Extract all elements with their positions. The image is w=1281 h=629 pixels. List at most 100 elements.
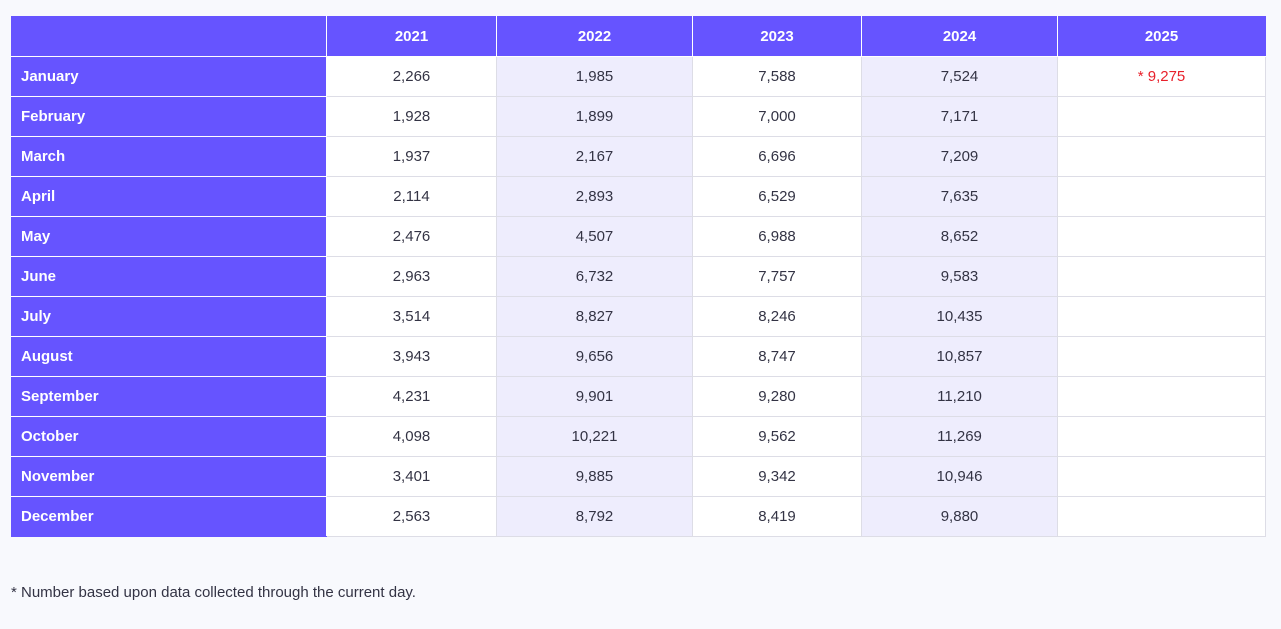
monthly-data-table: 2021 2022 2023 2024 2025 January 2,266 1,9…: [11, 16, 1266, 537]
cell-value: 6,696: [758, 148, 796, 165]
cell-2022: 6,732: [496, 256, 693, 297]
cell-2024: 9,880: [861, 496, 1058, 537]
cell-2025: [1057, 456, 1266, 497]
table-row: April 2,114 2,893 6,529 7,635: [11, 176, 1266, 217]
table-row: September 4,231 9,901 9,280 11,210: [11, 376, 1266, 417]
cell-value: 6,988: [758, 228, 796, 245]
cell-2024: 10,946: [861, 456, 1058, 497]
cell-2023: 7,588: [692, 56, 862, 97]
cell-2024: 7,635: [861, 176, 1058, 217]
row-label-month: January: [11, 56, 327, 97]
cell-2024: 11,269: [861, 416, 1058, 457]
cell-value: 8,419: [758, 508, 796, 525]
cell-2021: 1,937: [326, 136, 497, 177]
cell-2021: 3,943: [326, 336, 497, 377]
cell-2025: [1057, 216, 1266, 257]
table-row: February 1,928 1,899 7,000 7,171: [11, 96, 1266, 137]
cell-2021: 4,098: [326, 416, 497, 457]
cell-value: 4,231: [392, 388, 431, 405]
table-row: May 2,476 4,507 6,988 8,652: [11, 216, 1266, 257]
cell-2025: * 9,275: [1057, 56, 1266, 97]
cell-value: 8,827: [575, 308, 614, 325]
cell-value: 6,732: [575, 268, 614, 285]
cell-2025: [1057, 176, 1266, 217]
table-row: August 3,943 9,656 8,747 10,857: [11, 336, 1266, 377]
cell-value: 9,880: [940, 508, 979, 525]
cell-value: 8,747: [758, 348, 796, 365]
cell-2021: 3,514: [326, 296, 497, 337]
cell-value: 7,171: [940, 108, 979, 125]
cell-2023: 9,342: [692, 456, 862, 497]
row-label-month: May: [11, 216, 327, 257]
cell-2021: 2,114: [326, 176, 497, 217]
cell-value: 9,901: [575, 388, 614, 405]
cell-2022: 9,901: [496, 376, 693, 417]
cell-2021: 2,266: [326, 56, 497, 97]
cell-value: 11,269: [937, 428, 982, 445]
cell-2025: [1057, 496, 1266, 537]
table-body: January 2,266 1,985 7,588 7,524 * 9,275 Februa…: [11, 56, 1266, 537]
cell-value: 2,963: [392, 268, 431, 285]
cell-value: 4,098: [392, 428, 431, 445]
cell-2023: 7,000: [692, 96, 862, 137]
cell-value: 3,401: [392, 468, 431, 485]
cell-value: 7,209: [940, 148, 979, 165]
cell-value: 3,514: [392, 308, 431, 325]
cell-2022: 9,885: [496, 456, 693, 497]
cell-value: 1,899: [575, 108, 614, 125]
cell-value: 1,928: [392, 108, 431, 125]
cell-2025: [1057, 296, 1266, 337]
cell-2021: 2,476: [326, 216, 497, 257]
cell-value: 7,588: [758, 68, 796, 85]
cell-2024: 7,209: [861, 136, 1058, 177]
cell-2025: [1057, 376, 1266, 417]
cell-value: 2,476: [392, 228, 431, 245]
cell-2023: 7,757: [692, 256, 862, 297]
row-label-month: February: [11, 96, 327, 137]
cell-value: 7,000: [758, 108, 796, 125]
header-cell-2022: 2022: [496, 16, 693, 57]
cell-value: 7,635: [940, 188, 979, 205]
cell-value: 10,221: [571, 428, 618, 445]
cell-value: 7,757: [758, 268, 796, 285]
header-cell-corner: [11, 16, 327, 57]
cell-2025: [1057, 256, 1266, 297]
cell-2022: 9,656: [496, 336, 693, 377]
cell-2023: 6,988: [692, 216, 862, 257]
table-row: October 4,098 10,221 9,562 11,269: [11, 416, 1266, 457]
cell-2023: 8,419: [692, 496, 862, 537]
cell-2024: 10,857: [861, 336, 1058, 377]
cell-2024: 7,524: [861, 56, 1058, 97]
cell-2023: 9,562: [692, 416, 862, 457]
cell-2022: 1,899: [496, 96, 693, 137]
cell-value: 10,435: [936, 308, 983, 325]
cell-2024: 9,583: [861, 256, 1058, 297]
cell-value: 2,167: [575, 148, 614, 165]
cell-value: 9,280: [758, 388, 796, 405]
cell-2021: 2,963: [326, 256, 497, 297]
cell-value: 2,893: [575, 188, 614, 205]
table-row: November 3,401 9,885 9,342 10,946: [11, 456, 1266, 497]
table-row: December 2,563 8,792 8,419 9,880: [11, 496, 1266, 537]
cell-value: 9,583: [940, 268, 979, 285]
table-row: January 2,266 1,985 7,588 7,524 * 9,275: [11, 56, 1266, 97]
cell-value: 9,885: [575, 468, 614, 485]
table-row: June 2,963 6,732 7,757 9,583: [11, 256, 1266, 297]
cell-value: 8,652: [940, 228, 979, 245]
cell-2021: 1,928: [326, 96, 497, 137]
cell-2022: 2,893: [496, 176, 693, 217]
cell-2022: 2,167: [496, 136, 693, 177]
cell-2023: 9,280: [692, 376, 862, 417]
cell-2022: 8,827: [496, 296, 693, 337]
cell-value: 9,562: [758, 428, 796, 445]
footnote: * Number based upon data collected throu…: [11, 584, 416, 601]
cell-2022: 1,985: [496, 56, 693, 97]
row-label-month: October: [11, 416, 327, 457]
cell-2023: 6,696: [692, 136, 862, 177]
cell-value: 8,792: [575, 508, 614, 525]
cell-value: 10,857: [936, 348, 983, 365]
cell-value: 1,937: [392, 148, 431, 165]
cell-2022: 4,507: [496, 216, 693, 257]
cell-value: 4,507: [575, 228, 614, 245]
row-label-month: November: [11, 456, 327, 497]
